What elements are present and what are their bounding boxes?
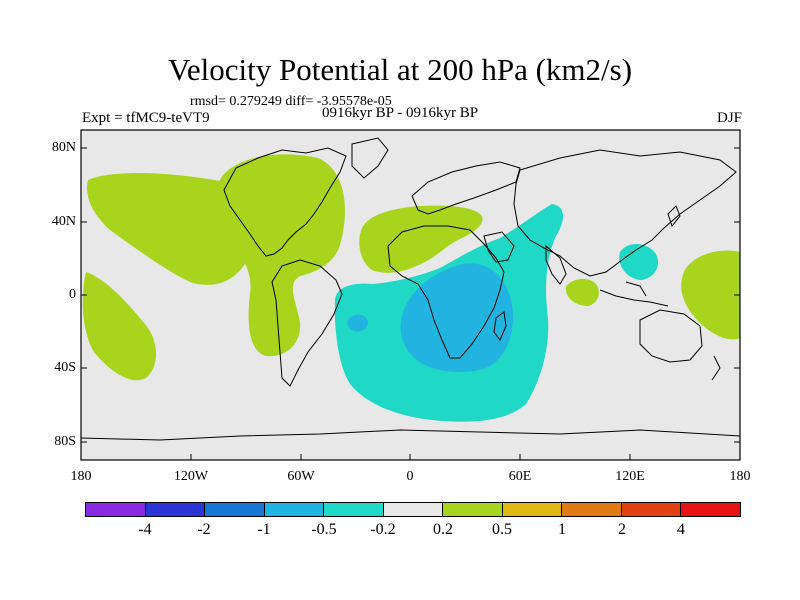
colorbar-box (681, 503, 741, 516)
coastline-japan (667, 205, 681, 228)
coastline-indonesia (599, 281, 669, 307)
negative-region-south-atlantic-blob (347, 314, 368, 332)
colorbar-label: 4 (677, 521, 685, 538)
colorbar-box (86, 503, 146, 516)
colorbar-label: 2 (618, 521, 626, 538)
colorbar-box (443, 503, 503, 516)
coastline-north-america (223, 147, 347, 257)
colorbar-box (205, 503, 265, 516)
lon-label-0: 0 (406, 469, 414, 484)
positive-region-west-pacific (681, 250, 740, 340)
period-label: 0916kyr BP - 0916kyr BP (321, 105, 479, 121)
colorbar-label: -0.2 (370, 521, 396, 538)
coastline-south-america (271, 259, 343, 387)
lat-label-80s: 80S (54, 434, 76, 449)
coastline-asia (513, 149, 737, 277)
lat-label-40s: 40S (54, 360, 76, 375)
coastline-india (545, 244, 567, 285)
contour-fields (82, 154, 740, 422)
coastlines (81, 137, 740, 441)
colorbar-label: 1 (558, 521, 566, 538)
colorbar-label: -2 (197, 521, 211, 538)
plot-title: Velocity Potential at 200 hPa (km2/s) (167, 52, 633, 87)
season-label: DJF (716, 110, 742, 126)
colorbar-label: 0.5 (492, 521, 512, 538)
lon-label-120w: 120W (173, 469, 209, 484)
lon-label-180-right: 180 (729, 469, 751, 484)
colorbar-box (621, 503, 682, 516)
colorbar (85, 502, 741, 517)
coastline-arabia (483, 231, 515, 263)
lat-label-0: 0 (69, 287, 76, 302)
negative-region-core (400, 263, 513, 373)
coastline-africa (387, 225, 505, 359)
colorbar-box (145, 503, 206, 516)
negative-region-philippine (619, 243, 659, 280)
lon-label-60w: 60W (287, 469, 315, 484)
colorbar-label: -0.5 (311, 521, 337, 538)
colorbar-box (383, 503, 444, 516)
colorbar-box (264, 503, 325, 516)
coastline-europe (411, 161, 521, 215)
colorbar-box (324, 503, 384, 516)
colorbar-box (502, 503, 563, 516)
stats-line: rmsd= 0.279249 diff= -3.95578e-05 (190, 94, 392, 109)
lon-label-120e: 120E (615, 469, 645, 484)
coastline-madagascar (493, 311, 507, 341)
positive-region-americas (215, 154, 345, 357)
experiment-label: Expt = tfMC9-teVT9 (82, 110, 210, 126)
coastline-australia (639, 309, 703, 363)
lat-label-80n: 80N (51, 140, 76, 155)
positive-region-northeast-pacific (86, 173, 256, 285)
colorbar-label: 0.2 (433, 521, 453, 538)
coastline-greenland (351, 137, 389, 179)
lat-label-40n: 40N (51, 214, 76, 229)
positive-region-southeast-pacific (82, 272, 157, 381)
colorbar-label: -1 (257, 521, 271, 538)
colorbar-box (562, 503, 622, 516)
colorbar-label: -4 (138, 521, 152, 538)
coastline-antarctica (81, 429, 740, 441)
axis-ticks (81, 147, 740, 460)
positive-region-indian-ocean-small (565, 278, 599, 306)
lon-label-180-left: 180 (70, 469, 92, 484)
lon-label-60e: 60E (508, 469, 532, 484)
coastline-new-zealand (711, 355, 721, 381)
positive-region-north-africa (359, 205, 483, 273)
